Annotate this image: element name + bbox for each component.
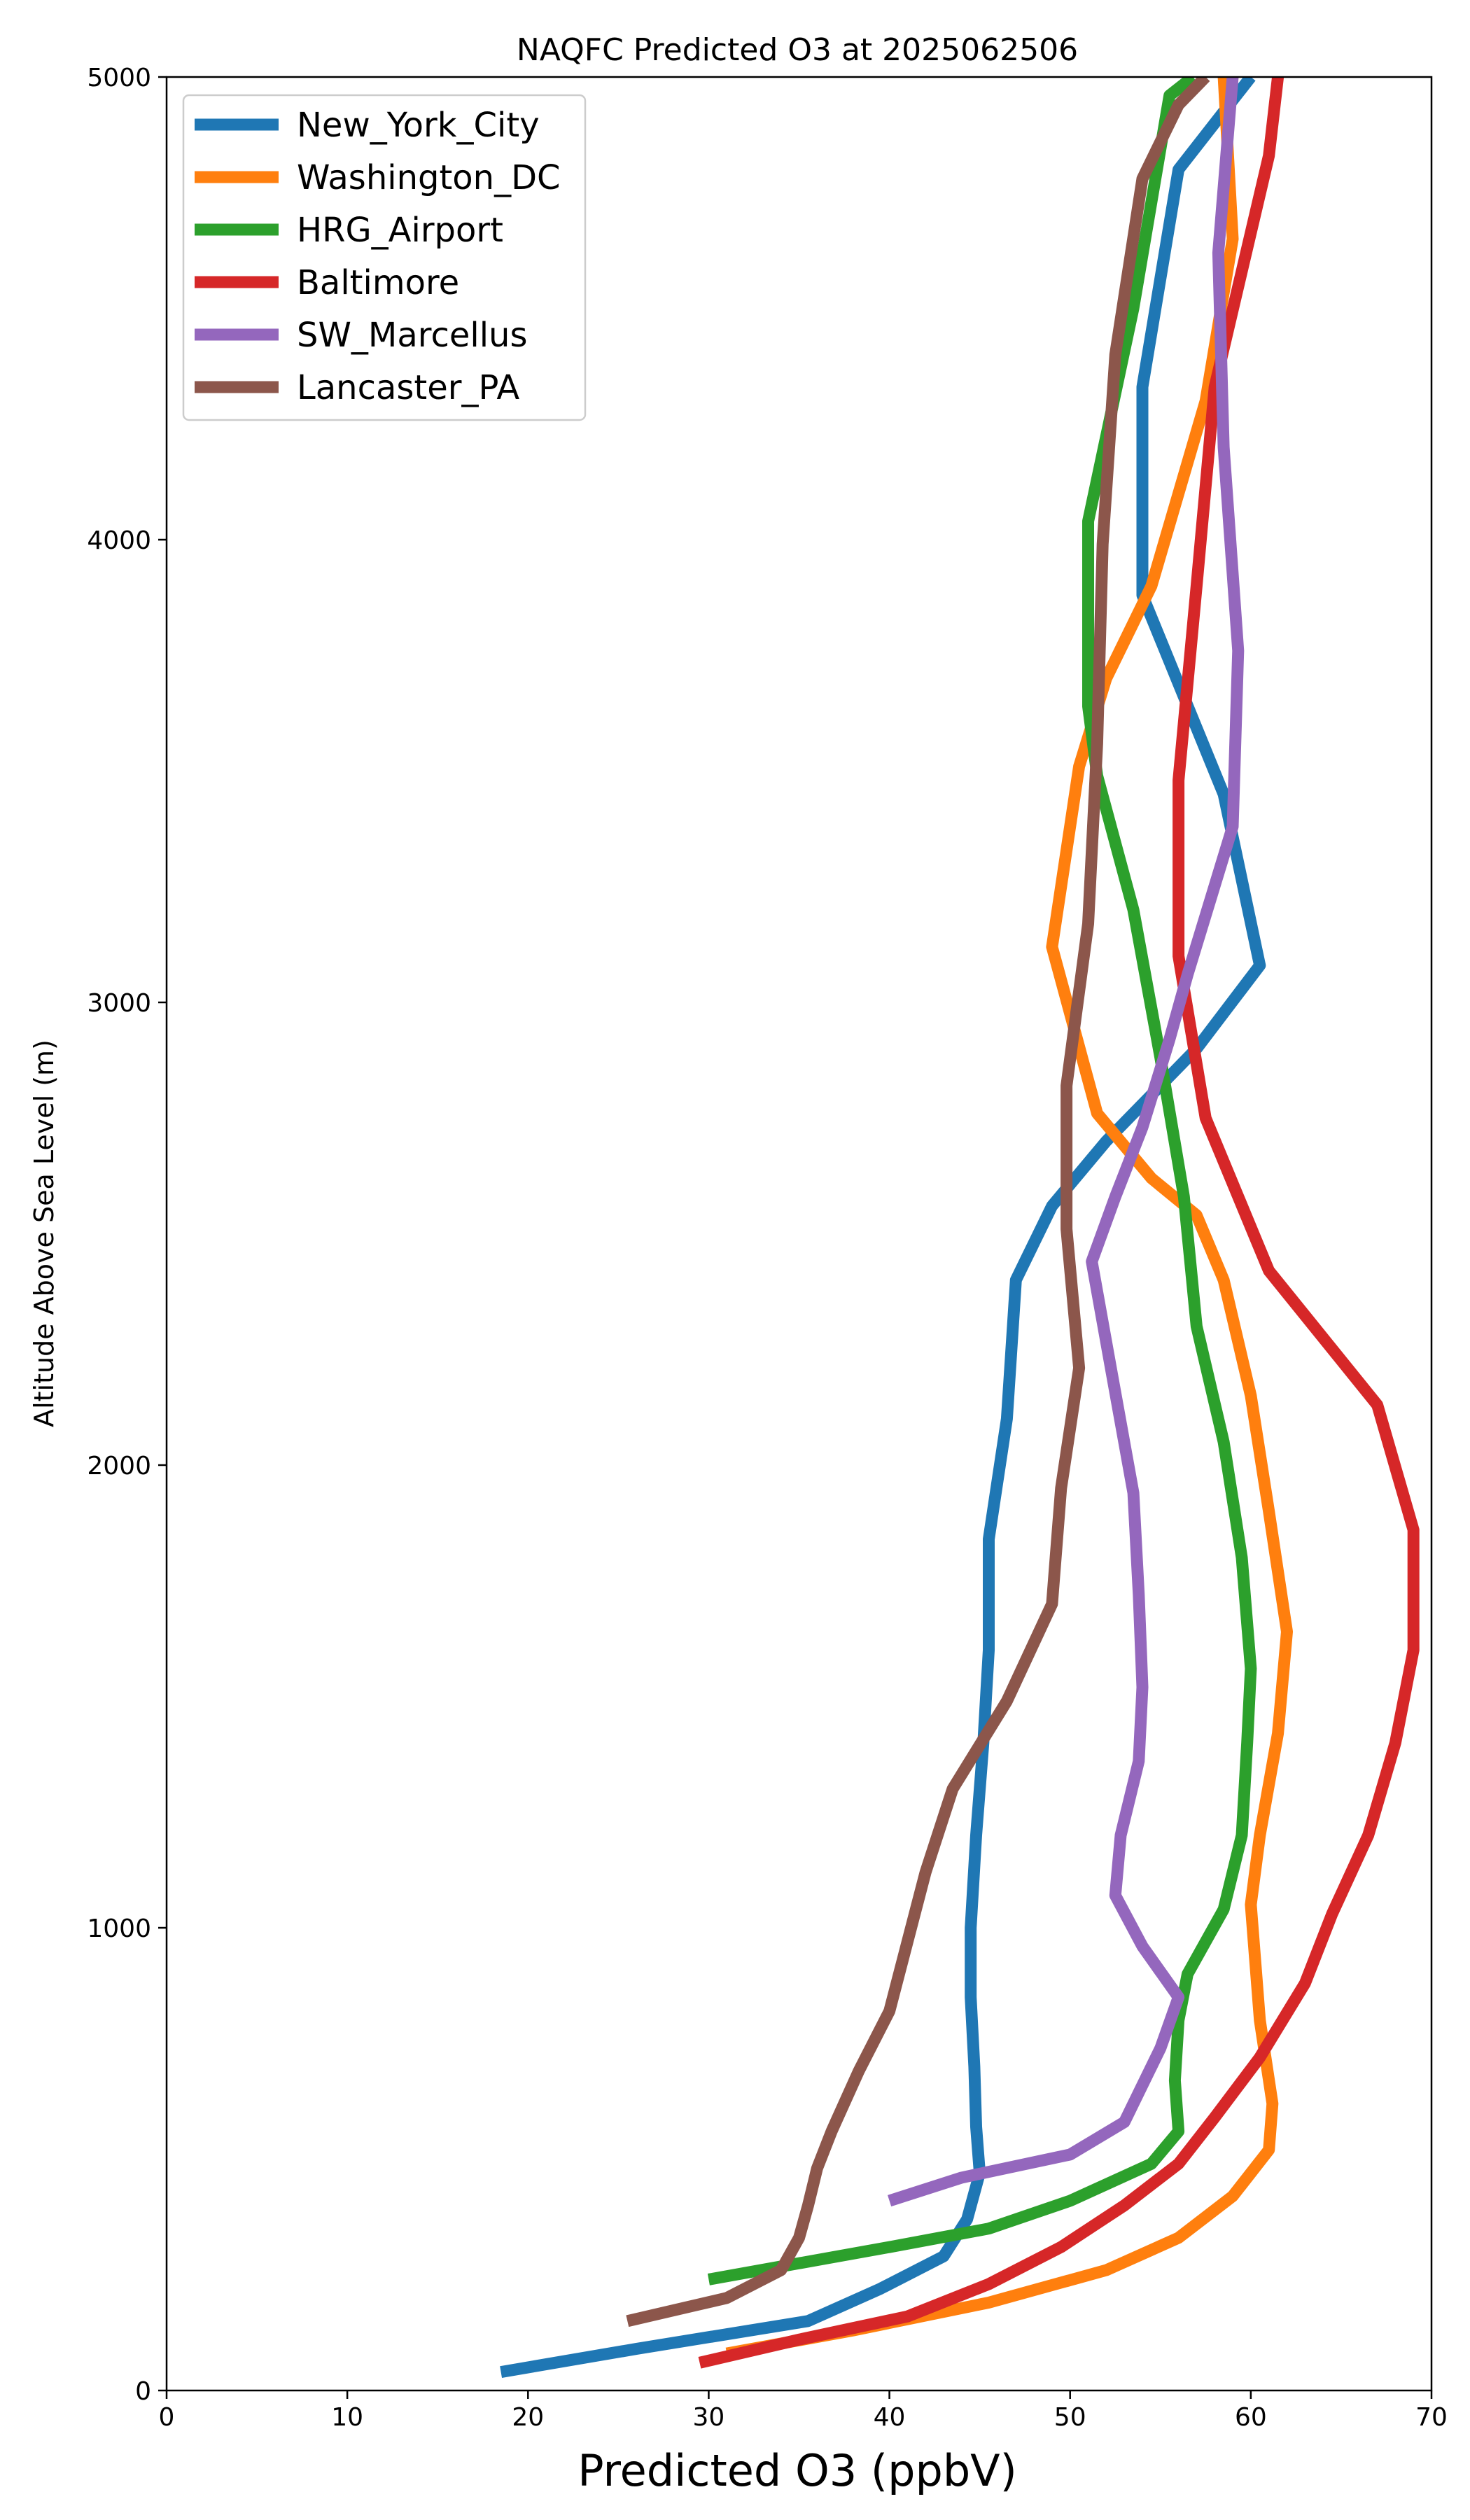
x-tick-label: 40	[874, 2403, 906, 2432]
y-tick-label: 0	[135, 2377, 151, 2406]
series-line-lancaster-pa	[626, 77, 1210, 2328]
x-tick-label: 50	[1054, 2403, 1086, 2432]
x-tick-label: 70	[1415, 2403, 1448, 2432]
series-line-hrg-airport	[707, 77, 1257, 2286]
legend-label-new-york-city: New_York_City	[297, 106, 540, 145]
y-axis: 0 1000 2000 3000 4000 5000	[87, 64, 167, 2406]
y-tick-label: 1000	[87, 1914, 151, 1943]
y-tick-label: 3000	[87, 989, 151, 1018]
legend-label-washington-dc: Washington_DC	[297, 158, 561, 197]
legend-label-hrg-airport: HRG_Airport	[297, 211, 503, 250]
x-tick-label: 20	[512, 2403, 544, 2432]
legend-frame	[182, 94, 587, 421]
series-line-baltimore	[698, 77, 1420, 2369]
x-axis: 0 10 20 30 40 50 60 70	[159, 2390, 1448, 2432]
x-tick-label: 0	[159, 2403, 175, 2432]
x-tick-label: 30	[693, 2403, 725, 2432]
y-tick-label: 5000	[87, 64, 151, 92]
series-layer	[500, 77, 1420, 2378]
legend: New_York_City Washington_DC HRG_Airport Bal…	[182, 94, 587, 421]
x-tick-label: 60	[1235, 2403, 1267, 2432]
y-axis-label: Altitude Above Sea Level (m)	[29, 1040, 59, 1427]
y-tick-label: 2000	[87, 1452, 151, 1480]
series-line-sw-marcellus	[888, 77, 1245, 2207]
legend-label-sw-marcellus: SW_Marcellus	[297, 316, 527, 355]
legend-label-lancaster-pa: Lancaster_PA	[297, 368, 519, 407]
legend-label-baltimore: Baltimore	[297, 263, 459, 302]
x-tick-label: 10	[331, 2403, 363, 2432]
chart-title: NAQFC Predicted O3 at 2025062506	[517, 32, 1078, 68]
x-axis-label: Predicted O3 (ppbV)	[578, 2445, 1017, 2496]
y-tick-label: 4000	[87, 526, 151, 555]
plot-area-frame	[165, 76, 1433, 2392]
